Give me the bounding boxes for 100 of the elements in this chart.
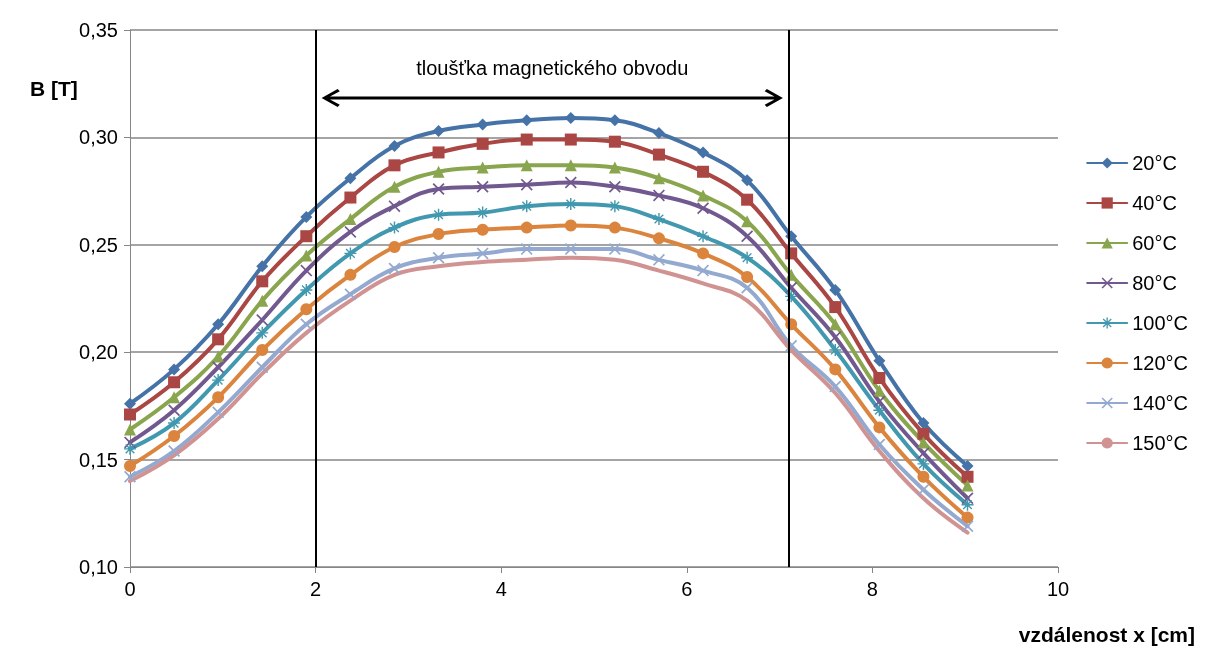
point <box>388 139 401 152</box>
point <box>124 460 136 473</box>
point <box>652 172 665 185</box>
point <box>256 344 269 357</box>
point <box>652 213 665 226</box>
point <box>124 397 136 410</box>
point <box>168 363 181 376</box>
point <box>168 391 181 404</box>
point <box>741 174 754 187</box>
legend-label: 150°C <box>1132 432 1188 454</box>
x-tick-label: 10 <box>1046 578 1070 600</box>
point <box>873 438 886 451</box>
point <box>873 395 886 408</box>
point <box>388 240 401 253</box>
point <box>741 251 754 264</box>
legend-label: 120°C <box>1132 352 1188 374</box>
point <box>212 406 225 419</box>
point <box>300 318 313 331</box>
point <box>520 221 533 234</box>
point <box>256 260 269 273</box>
point <box>124 408 136 421</box>
point <box>873 384 886 397</box>
point <box>608 243 621 256</box>
annotation: tloušťka magnetického obvodu <box>416 57 689 79</box>
point <box>168 417 181 430</box>
point <box>300 210 313 223</box>
point <box>520 243 533 256</box>
x-tick-label: 4 <box>495 578 507 600</box>
point <box>917 470 930 483</box>
y-tick-label: 0,25 <box>79 233 118 256</box>
point <box>432 165 445 178</box>
point <box>961 470 974 483</box>
point <box>564 243 577 256</box>
point <box>256 361 269 374</box>
legend-label: 20°C <box>1132 152 1177 174</box>
point <box>873 371 886 384</box>
point <box>608 221 621 234</box>
point <box>917 427 930 440</box>
point <box>608 135 621 148</box>
point <box>520 133 533 146</box>
legend-label: 80°C <box>1132 272 1177 294</box>
point <box>741 230 754 243</box>
point <box>300 230 313 243</box>
point <box>432 146 445 159</box>
x-tick-label: 8 <box>866 578 878 600</box>
x-tick-label: 6 <box>681 578 693 600</box>
point <box>564 219 577 232</box>
point <box>829 380 842 393</box>
x-tick-label: 0 <box>124 578 136 600</box>
point <box>212 361 225 374</box>
point <box>256 275 269 288</box>
point <box>212 374 225 387</box>
point <box>476 247 489 260</box>
point <box>608 180 621 193</box>
point <box>829 344 842 357</box>
point <box>168 404 181 417</box>
point <box>652 232 665 245</box>
point <box>829 283 842 296</box>
point <box>168 429 181 442</box>
point <box>344 268 357 281</box>
point <box>168 445 181 458</box>
point <box>124 423 136 436</box>
point <box>300 303 313 316</box>
point <box>388 180 401 193</box>
point <box>608 161 621 174</box>
point <box>961 511 974 524</box>
legend-label: 140°C <box>1132 392 1188 414</box>
point <box>388 159 401 172</box>
point <box>344 191 357 204</box>
point <box>476 118 489 131</box>
point <box>212 391 225 404</box>
y-axis-title: B [T] <box>30 77 78 100</box>
point <box>388 262 401 275</box>
point <box>961 479 974 492</box>
y-tick-label: 0,30 <box>79 126 118 149</box>
point <box>741 281 754 294</box>
point <box>256 326 269 339</box>
point <box>212 318 225 331</box>
point <box>476 161 489 174</box>
point <box>476 137 489 150</box>
y-tick-label: 0,35 <box>79 19 118 41</box>
point <box>344 288 357 301</box>
point <box>168 376 181 389</box>
y-tick-label: 0,20 <box>79 341 118 364</box>
point <box>520 178 533 191</box>
point <box>432 251 445 264</box>
y-tick-label: 0,10 <box>79 556 118 578</box>
point <box>300 283 313 296</box>
point <box>432 228 445 241</box>
point <box>697 230 710 243</box>
point <box>344 172 357 185</box>
point <box>917 483 930 496</box>
y-tick-label: 0,15 <box>79 448 118 471</box>
point <box>520 159 533 172</box>
point <box>212 333 225 346</box>
legend-label: 60°C <box>1132 232 1177 254</box>
point <box>652 148 665 161</box>
point <box>741 193 754 206</box>
point <box>697 146 710 159</box>
point <box>829 318 842 331</box>
